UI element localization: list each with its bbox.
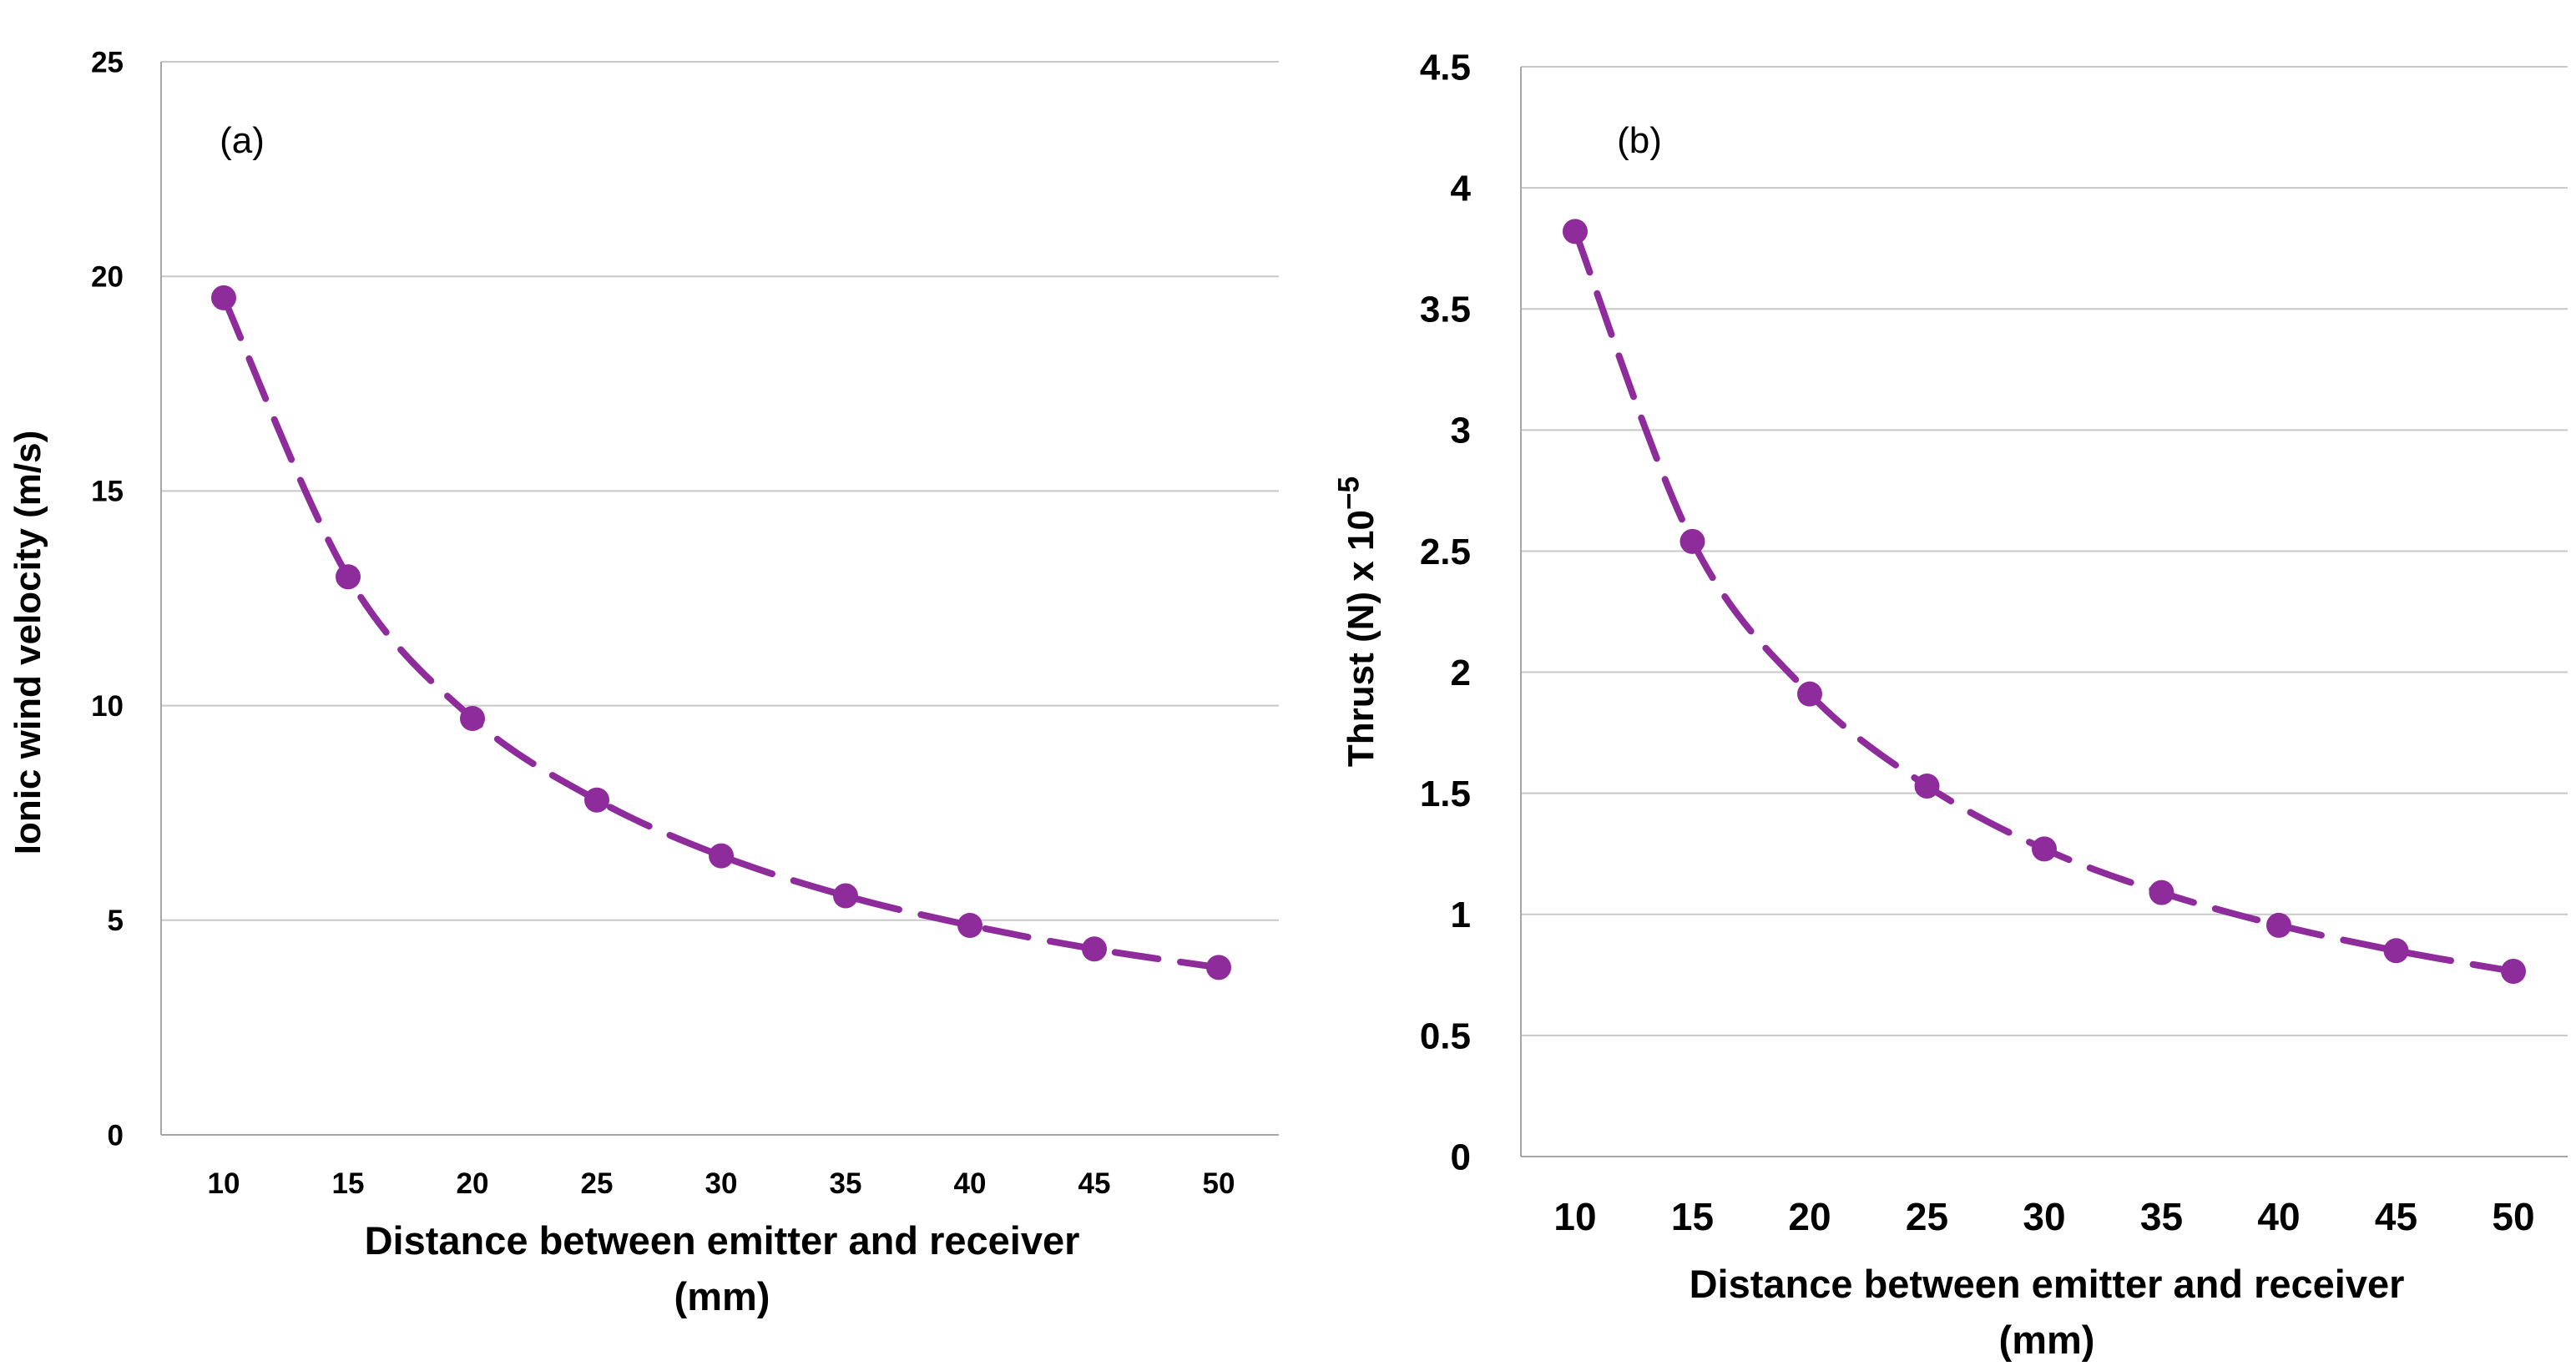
panel-a-data-point-15 bbox=[336, 564, 361, 590]
panel-a-x-tick-label: 30 bbox=[705, 1167, 738, 1200]
panel-b-x-tick-label: 35 bbox=[2140, 1195, 2183, 1238]
panel-a-y-tick-label: 10 bbox=[91, 690, 124, 723]
panel-b-data-point-40 bbox=[2266, 912, 2291, 938]
chart-panel-b: 00.511.522.533.544.5 10 15 20 25 30 35 40 45 50 … bbox=[1332, 47, 2568, 1362]
panel-a-label: (a) bbox=[220, 120, 265, 161]
panel-b-data-point-30 bbox=[2032, 836, 2057, 862]
panel-a-x-tick-label: 45 bbox=[1078, 1167, 1111, 1200]
panel-a-x-axis-unit: (mm) bbox=[674, 1274, 770, 1318]
panel-a-y-tick-label: 5 bbox=[108, 905, 124, 937]
panel-a-x-tick-label: 10 bbox=[208, 1167, 240, 1200]
panel-a-data-point-35 bbox=[833, 883, 858, 909]
panel-b-y-axis-title: Thrust (N) x 10−5 bbox=[1332, 476, 1381, 767]
panel-b-y-tick-label: 0.5 bbox=[1420, 1016, 1471, 1056]
panel-a-gridlines bbox=[161, 61, 1279, 921]
panel-b-x-tick-label: 30 bbox=[2023, 1195, 2065, 1238]
panel-b-y-tick-label: 1.5 bbox=[1420, 774, 1471, 814]
panel-a-data-point-50 bbox=[1206, 955, 1231, 980]
panel-b-x-tick-label: 20 bbox=[1788, 1195, 1831, 1238]
panel-b-data-point-45 bbox=[2383, 938, 2409, 964]
panel-a-y-tick-label: 25 bbox=[91, 46, 124, 78]
panel-a-x-tick-label: 20 bbox=[457, 1167, 489, 1200]
panel-a-data-point-25 bbox=[584, 787, 609, 813]
panel-b-y-tick-label: 1 bbox=[1451, 895, 1471, 935]
panel-b-x-tick-label: 45 bbox=[2375, 1195, 2417, 1238]
panel-a-data-point-10 bbox=[211, 285, 236, 310]
panel-b-y-axis-title-base: Thrust (N) x 10 bbox=[1341, 510, 1381, 767]
panel-a-x-tick-labels: 10 15 20 25 30 35 40 45 50 bbox=[208, 1167, 1235, 1200]
panel-b-data-point-10 bbox=[1563, 219, 1588, 244]
panel-a-y-tick-labels: 0 5 10 15 20 25 bbox=[91, 46, 124, 1152]
panel-b-y-axis-title-exponent: −5 bbox=[1332, 476, 1365, 510]
panel-b-x-axis-title: Distance between emitter and receiver bbox=[1690, 1262, 2405, 1306]
panel-b-label: (b) bbox=[1617, 120, 1662, 161]
panel-b-x-tick-label: 40 bbox=[2257, 1195, 2300, 1238]
panel-b-y-tick-labels: 0 0.5 1 1.5 2 2.5 3 3.5 4 4.5 bbox=[1420, 47, 1472, 1177]
panel-b-data-point-20 bbox=[1797, 681, 1822, 707]
panel-a-x-tick-label: 15 bbox=[332, 1167, 365, 1200]
panel-b-data-point-35 bbox=[2149, 880, 2174, 905]
panel-b-gridlines bbox=[1521, 66, 2568, 1036]
panel-a-x-axis-title: Distance between emitter and receiver bbox=[365, 1218, 1080, 1263]
panel-b-data-point-50 bbox=[2501, 958, 2526, 984]
panel-a-y-tick-label: 0 bbox=[108, 1119, 124, 1152]
panel-a-y-tick-label: 15 bbox=[91, 476, 124, 508]
panel-a-y-tick-label: 20 bbox=[91, 260, 124, 293]
panel-b-data-point-15 bbox=[1679, 528, 1705, 554]
panel-b-x-axis-unit: (mm) bbox=[1999, 1318, 2095, 1362]
panel-a-data-point-20 bbox=[460, 706, 485, 732]
panel-b-data-point-25 bbox=[1914, 773, 1940, 799]
panel-a-x-tick-label: 50 bbox=[1203, 1167, 1235, 1200]
panel-a-data-point-30 bbox=[709, 843, 734, 869]
panel-a-x-tick-label: 25 bbox=[581, 1167, 614, 1200]
panel-a-x-tick-label: 35 bbox=[830, 1167, 862, 1200]
panel-b-y-tick-label: 2 bbox=[1451, 653, 1471, 693]
panel-a-data-point-45 bbox=[1082, 936, 1107, 962]
panel-b-x-tick-labels: 10 15 20 25 30 35 40 45 50 bbox=[1553, 1195, 2534, 1238]
panel-a-x-tick-label: 40 bbox=[954, 1167, 987, 1200]
panel-b-y-tick-label: 4 bbox=[1451, 169, 1472, 209]
panel-b-y-tick-label: 2.5 bbox=[1420, 532, 1471, 572]
panel-b-series-markers bbox=[1563, 219, 2526, 984]
chart-panel-a: 0 5 10 15 20 25 10 15 20 25 30 35 40 45 50 (a) Ionic … bbox=[8, 46, 1279, 1318]
panel-b-y-tick-label: 3.5 bbox=[1420, 290, 1471, 330]
panel-a-data-point-40 bbox=[957, 912, 982, 938]
panel-b-x-tick-label: 15 bbox=[1671, 1195, 1714, 1238]
panel-b-x-tick-label: 50 bbox=[2492, 1195, 2534, 1238]
panel-b-y-tick-label: 4.5 bbox=[1420, 47, 1471, 88]
panel-a-series-markers bbox=[211, 285, 1231, 980]
panel-b-x-tick-label: 10 bbox=[1553, 1195, 1596, 1238]
panel-b-y-tick-label: 3 bbox=[1451, 411, 1471, 451]
panel-b-y-tick-label: 0 bbox=[1451, 1137, 1471, 1177]
panel-b-x-tick-label: 25 bbox=[1906, 1195, 1948, 1238]
panel-a-y-axis-title: Ionic wind velocity (m/s) bbox=[8, 431, 48, 855]
